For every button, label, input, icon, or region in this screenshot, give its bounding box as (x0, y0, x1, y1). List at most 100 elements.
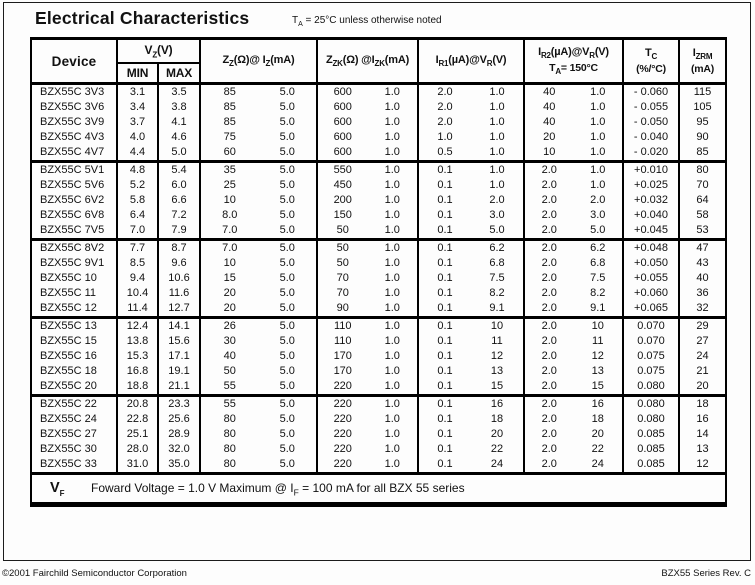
vf-symbol: VF (50, 480, 65, 498)
vz-min-cell: 16.8 (117, 364, 159, 379)
ir2-vr-cell: 40 1.0 (524, 115, 624, 130)
izrm-cell: 85 (696, 146, 709, 158)
vz-max-cell: 7.9 (158, 223, 201, 240)
izrm-cell: 21 (696, 365, 709, 377)
izrm-cell: 16 (696, 413, 709, 425)
table-row: BZX55C 22 20.8 23.3 55 5.0 220 1.0 0.1 16 2.0 16 0.… (31, 394, 726, 412)
vz-max-cell: 3.5 (158, 83, 201, 100)
vz-min-cell: 31.0 (117, 457, 159, 474)
ir2-vr-cell: 2.0 12 (524, 349, 624, 364)
vz-max-cell: 7.2 (158, 208, 201, 223)
table-row: BZX55C 12 11.4 12.7 20 5.0 90 1.0 0.1 9.1 2.0 9.1 +… (31, 301, 726, 318)
ir2-vr-cell: 2.0 1.0 (524, 178, 624, 193)
tc-cell: +0.025 (623, 178, 680, 193)
vz-min-cell: 9.4 (117, 271, 159, 286)
ir1-vr-cell: 0.1 6.8 (418, 256, 525, 271)
zzk-izk-cell: 600 1.0 (317, 145, 419, 162)
table-row: BZX55C 24 22.8 25.6 80 5.0 220 1.0 0.1 18 2.0 18 0.… (31, 412, 726, 427)
ir1-vr-cell: 2.0 1.0 (418, 100, 525, 115)
table-row: BZX55C 20 18.8 21.1 55 5.0 220 1.0 0.1 15 2.0 15 0.… (31, 379, 726, 396)
zz-iz-cell: 30 5.0 (200, 334, 318, 349)
vz-max-cell: 8.7 (158, 238, 201, 256)
device-cell: BZX55C 20 (31, 379, 118, 396)
table-row: BZX55C 5V1 4.8 5.4 35 5.0 550 1.0 0.1 1.0 2.0 1.0 +… (31, 160, 726, 178)
table-row: BZX55C 7V5 7.0 7.9 7.0 5.0 50 1.0 0.1 5.0 2.0 5.0 +… (31, 223, 726, 240)
zzk-izk-cell: 550 1.0 (317, 160, 419, 178)
device-cell: BZX55C 3V3 (31, 83, 118, 100)
tc-cell: +0.055 (623, 271, 680, 286)
ir2-vr-cell: 2.0 7.5 (524, 271, 624, 286)
vf-note: VF Foward Voltage = 1.0 V Maximum @ IF =… (31, 472, 726, 505)
ir1-vr-cell: 0.1 20 (418, 427, 525, 442)
zzk-izk-cell: 170 1.0 (317, 349, 419, 364)
izrm-cell: 58 (696, 209, 709, 221)
table-row: BZX55C 13 12.4 14.1 26 5.0 110 1.0 0.1 10 2.0 10 0.… (31, 316, 726, 334)
zz-iz-cell: 15 5.0 (200, 271, 318, 286)
izrm-cell: 36 (696, 287, 709, 299)
ir1-vr-cell: 0.1 6.2 (418, 238, 525, 256)
ir1-vr-cell: 0.1 8.2 (418, 286, 525, 301)
page-border-frame (3, 2, 751, 561)
izrm-cell: 115 (693, 86, 712, 98)
zz-iz-cell: 55 5.0 (200, 394, 318, 412)
tc-cell: 0.075 (623, 364, 680, 379)
vz-max-cell: 12.7 (158, 301, 201, 318)
table-row: BZX55C 11 10.4 11.6 20 5.0 70 1.0 0.1 8.2 2.0 8.2 +… (31, 286, 726, 301)
izrm-cell: 105 (693, 101, 712, 113)
vz-min-cell: 20.8 (117, 394, 159, 412)
table-row: BZX55C 3V9 3.7 4.1 85 5.0 600 1.0 2.0 1.0 40 1.0- … (31, 115, 726, 130)
device-cell: BZX55C 11 (31, 286, 118, 301)
ir1-vr-cell: 0.1 10 (418, 316, 525, 334)
zzk-izk-cell: 110 1.0 (317, 316, 419, 334)
col-header-izrm: IZRM (mA) (679, 38, 726, 85)
ir2-vr-cell: 2.0 9.1 (524, 301, 624, 318)
zz-iz-cell: 10 5.0 (200, 193, 318, 208)
vz-max-cell: 25.6 (158, 412, 201, 427)
zz-iz-cell: 35 5.0 (200, 160, 318, 178)
vz-max-cell: 17.1 (158, 349, 201, 364)
ir2-vr-cell: 2.0 6.8 (524, 256, 624, 271)
ir2-vr-cell: 2.0 10 (524, 316, 624, 334)
tc-cell: - 0.050 (623, 115, 680, 130)
vz-min-cell: 3.7 (117, 115, 159, 130)
vz-max-cell: 32.0 (158, 442, 201, 457)
table-row: BZX55C 10 9.4 10.6 15 5.0 70 1.0 0.1 7.5 2.0 7.5 +0… (31, 271, 726, 286)
ir1-vr-cell: 0.1 12 (418, 349, 525, 364)
table-row: BZX55C 16 15.3 17.1 40 5.0 170 1.0 0.1 12 2.0 12 0.… (31, 349, 726, 364)
vz-min-cell: 22.8 (117, 412, 159, 427)
device-cell: BZX55C 12 (31, 301, 118, 318)
revision-text: BZX55 Series Rev. C (661, 568, 751, 579)
tc-cell: +0.032 (623, 193, 680, 208)
title-condition-note: TA = 25°C unless otherwise noted (292, 15, 442, 28)
tc-cell: 0.085 (623, 442, 680, 457)
vz-min-cell: 5.8 (117, 193, 159, 208)
izrm-cell: 14 (696, 428, 709, 440)
col-header-zzk: ZZK(Ω) @IZK(mA) (317, 38, 419, 85)
izrm-cell: 13 (696, 443, 709, 455)
zzk-izk-cell: 450 1.0 (317, 178, 419, 193)
device-cell: BZX55C 15 (31, 334, 118, 349)
vz-max-cell: 19.1 (158, 364, 201, 379)
tc-cell: +0.045 (623, 223, 680, 240)
ir1-vr-cell: 0.1 16 (418, 394, 525, 412)
zz-iz-cell: 60 5.0 (200, 145, 318, 162)
tc-cell: +0.065 (623, 301, 680, 318)
vz-min-cell: 25.1 (117, 427, 159, 442)
table-row: BZX55C 3V6 3.4 3.8 85 5.0 600 1.0 2.0 1.0 40 1.0- … (31, 100, 726, 115)
vz-min-cell: 4.4 (117, 145, 159, 162)
zzk-izk-cell: 220 1.0 (317, 379, 419, 396)
tc-cell: - 0.040 (623, 130, 680, 145)
vz-min-cell: 10.4 (117, 286, 159, 301)
zzk-izk-cell: 70 1.0 (317, 271, 419, 286)
device-cell: BZX55C 6V2 (31, 193, 118, 208)
vz-max-cell: 15.6 (158, 334, 201, 349)
table-row: BZX55C 6V2 5.8 6.6 10 5.0 200 1.0 0.1 2.0 2.0 2.0 +… (31, 193, 726, 208)
zzk-izk-cell: 150 1.0 (317, 208, 419, 223)
col-header-tc: TC (%/°C) (623, 38, 680, 85)
device-cell: BZX55C 18 (31, 364, 118, 379)
col-header-device: Device (31, 38, 118, 85)
ir2-vr-cell: 2.0 24 (524, 457, 624, 474)
zz-iz-cell: 26 5.0 (200, 316, 318, 334)
ir1-vr-cell: 0.1 2.0 (418, 193, 525, 208)
electrical-characteristics-table: Device VZ(V) ZZ(Ω)@ IZ(mA) ZZK(Ω) @IZK(m… (30, 37, 727, 507)
